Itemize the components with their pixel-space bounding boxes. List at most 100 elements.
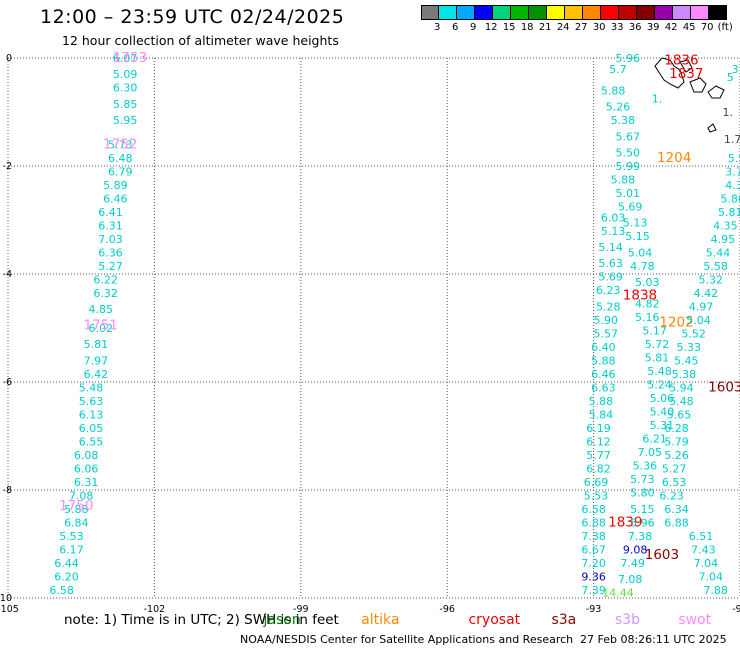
wave-height-value: 3 bbox=[732, 63, 739, 76]
wave-height-value: 6.12 bbox=[586, 435, 611, 448]
wave-height-value: 5.26 bbox=[606, 101, 631, 114]
pass-time-label: 1751 bbox=[84, 317, 118, 333]
santiago-island bbox=[679, 59, 693, 73]
wave-height-value: 5.09 bbox=[113, 68, 138, 81]
galapagos-coastline bbox=[654, 57, 725, 133]
wave-height-value: 6.23 bbox=[596, 284, 621, 297]
data-marks: 6.075.096.305.855.955.736.486.795.896.46… bbox=[49, 50, 740, 600]
wave-height-value: 7.38 bbox=[628, 530, 653, 543]
colorbar-tick-label: 70 bbox=[700, 22, 714, 33]
color-swatch bbox=[493, 5, 511, 20]
wave-height-value: 5.13 bbox=[601, 225, 626, 238]
wave-height-value: 4.42 bbox=[694, 287, 719, 300]
wave-height-value: 5.27 bbox=[98, 260, 123, 273]
wave-height-value: 5.94 bbox=[669, 381, 694, 394]
wave-height-value: 7.39 bbox=[581, 584, 606, 597]
colorbar-tick-label: 18 bbox=[520, 22, 534, 33]
wave-height-value: 6.06 bbox=[74, 462, 99, 475]
wave-height-value: 6.84 bbox=[64, 516, 89, 529]
legend-entry-altika: altika bbox=[361, 612, 400, 628]
color-swatch bbox=[691, 5, 709, 20]
wave-height-value: 5.80 bbox=[630, 487, 655, 500]
wave-height-value: 5.53 bbox=[59, 530, 84, 543]
color-swatch bbox=[673, 5, 691, 20]
colorbar-tick-label: 12 bbox=[484, 22, 498, 33]
wave-height-value: 6.79 bbox=[108, 165, 133, 178]
wave-height-value: 5.88 bbox=[601, 84, 626, 97]
pass-time-label: 1750 bbox=[59, 498, 93, 514]
wave-height-value: 5.33 bbox=[677, 341, 702, 354]
wave-height-value: 6.48 bbox=[108, 152, 133, 165]
wave-height-value: 9.08 bbox=[623, 543, 648, 556]
wave-height-value: 5.45 bbox=[674, 354, 699, 367]
map-title: 12:00 – 23:59 UTC 02/24/2025 bbox=[40, 6, 345, 28]
color-swatch bbox=[421, 5, 439, 20]
wave-height-value: 6.46 bbox=[591, 368, 616, 381]
legend-entry-swot: swot bbox=[678, 612, 712, 628]
espanola-island bbox=[707, 123, 717, 133]
wave-height-value: 5.67 bbox=[616, 130, 641, 143]
wave-height-value: 5.53 bbox=[584, 489, 609, 502]
wave-height-value: 5.38 bbox=[611, 114, 636, 127]
wave-height-value: 6.32 bbox=[93, 287, 118, 300]
wave-height-value: 6.69 bbox=[584, 476, 609, 489]
lat-tick-label: -4 bbox=[3, 269, 12, 280]
wave-height-value: 5.7 bbox=[609, 63, 627, 76]
wave-height-value: 5.88 bbox=[64, 503, 89, 516]
wave-height-value: 5.88 bbox=[589, 395, 614, 408]
colorbar-tick-label: 45 bbox=[682, 22, 696, 33]
wave-height-value: 6.28 bbox=[664, 422, 689, 435]
colorbar-frame bbox=[421, 5, 727, 20]
wave-height-value: 6.40 bbox=[591, 341, 616, 354]
wave-height-value: 5.38 bbox=[672, 368, 697, 381]
wave-height-value: 7.49 bbox=[620, 557, 645, 570]
wave-height-value: 5.14 bbox=[598, 241, 623, 254]
wave-height-value: 5.69 bbox=[598, 271, 623, 284]
pass-time-label: 1202 bbox=[659, 315, 693, 331]
colorbar-tick-label: 36 bbox=[628, 22, 642, 33]
wave-height-value: 5.50 bbox=[616, 147, 641, 160]
color-swatch bbox=[619, 5, 637, 20]
wave-height-value: 7.05 bbox=[637, 446, 662, 459]
wave-height-value: 5.81 bbox=[718, 206, 740, 219]
wave-height-value: 7.04 bbox=[698, 570, 723, 583]
wave-height-value: 5.04 bbox=[628, 246, 653, 259]
wave-height-value: 6.53 bbox=[662, 476, 687, 489]
wave-height-value: 5.81 bbox=[645, 352, 670, 365]
wave-height-value: 6.34 bbox=[664, 503, 689, 516]
wave-height-value: 6.58 bbox=[581, 503, 606, 516]
wave-height-value: 1. bbox=[723, 106, 734, 119]
wave-height-value: 5.17 bbox=[642, 325, 667, 338]
pass-time-label: 1838 bbox=[623, 288, 657, 304]
wave-height-value: 6.58 bbox=[49, 584, 74, 597]
wave-height-value: 5.16 bbox=[635, 311, 660, 324]
wave-height-value: 6.13 bbox=[79, 408, 104, 421]
lon-tick-label: -96 bbox=[439, 604, 455, 615]
lon-tick-label: -105 bbox=[0, 604, 19, 615]
wave-height-value: 5.72 bbox=[645, 338, 670, 351]
legend-entry-cryosat: cryosat bbox=[468, 612, 521, 628]
wave-height-value: 6.46 bbox=[103, 192, 128, 205]
wave-height-value: 5.27 bbox=[662, 462, 687, 475]
wave-height-value: 5.73 bbox=[108, 138, 133, 151]
wave-height-value: 5.01 bbox=[616, 187, 641, 200]
wave-height-value: 7.38 bbox=[581, 530, 606, 543]
san-cristobal-island bbox=[707, 85, 725, 99]
wave-height-value: 5.32 bbox=[698, 273, 723, 286]
legend-entry-jason: jason bbox=[263, 612, 301, 628]
wave-height-value: 6.20 bbox=[54, 570, 79, 583]
colorbar-tick-label: 21 bbox=[538, 22, 552, 33]
lat-tick-label: -8 bbox=[3, 485, 12, 496]
wave-height-value: 4.95 bbox=[711, 233, 736, 246]
wave-height-value: 4.35 bbox=[713, 219, 738, 232]
color-swatch bbox=[439, 5, 457, 20]
lon-tick-label: -90 bbox=[732, 604, 740, 615]
wave-height-value: 5.03 bbox=[635, 276, 660, 289]
wave-height-value: 14.44 bbox=[602, 587, 634, 600]
pass-time-label: 1837 bbox=[669, 66, 703, 82]
wave-height-value: 6.21 bbox=[642, 433, 667, 446]
wave-height-value: 5.73 bbox=[630, 473, 655, 486]
wave-height-value: 4.36 bbox=[725, 179, 740, 192]
wave-height-value: 6.30 bbox=[113, 82, 138, 95]
wave-height-value: 5.90 bbox=[594, 314, 619, 327]
